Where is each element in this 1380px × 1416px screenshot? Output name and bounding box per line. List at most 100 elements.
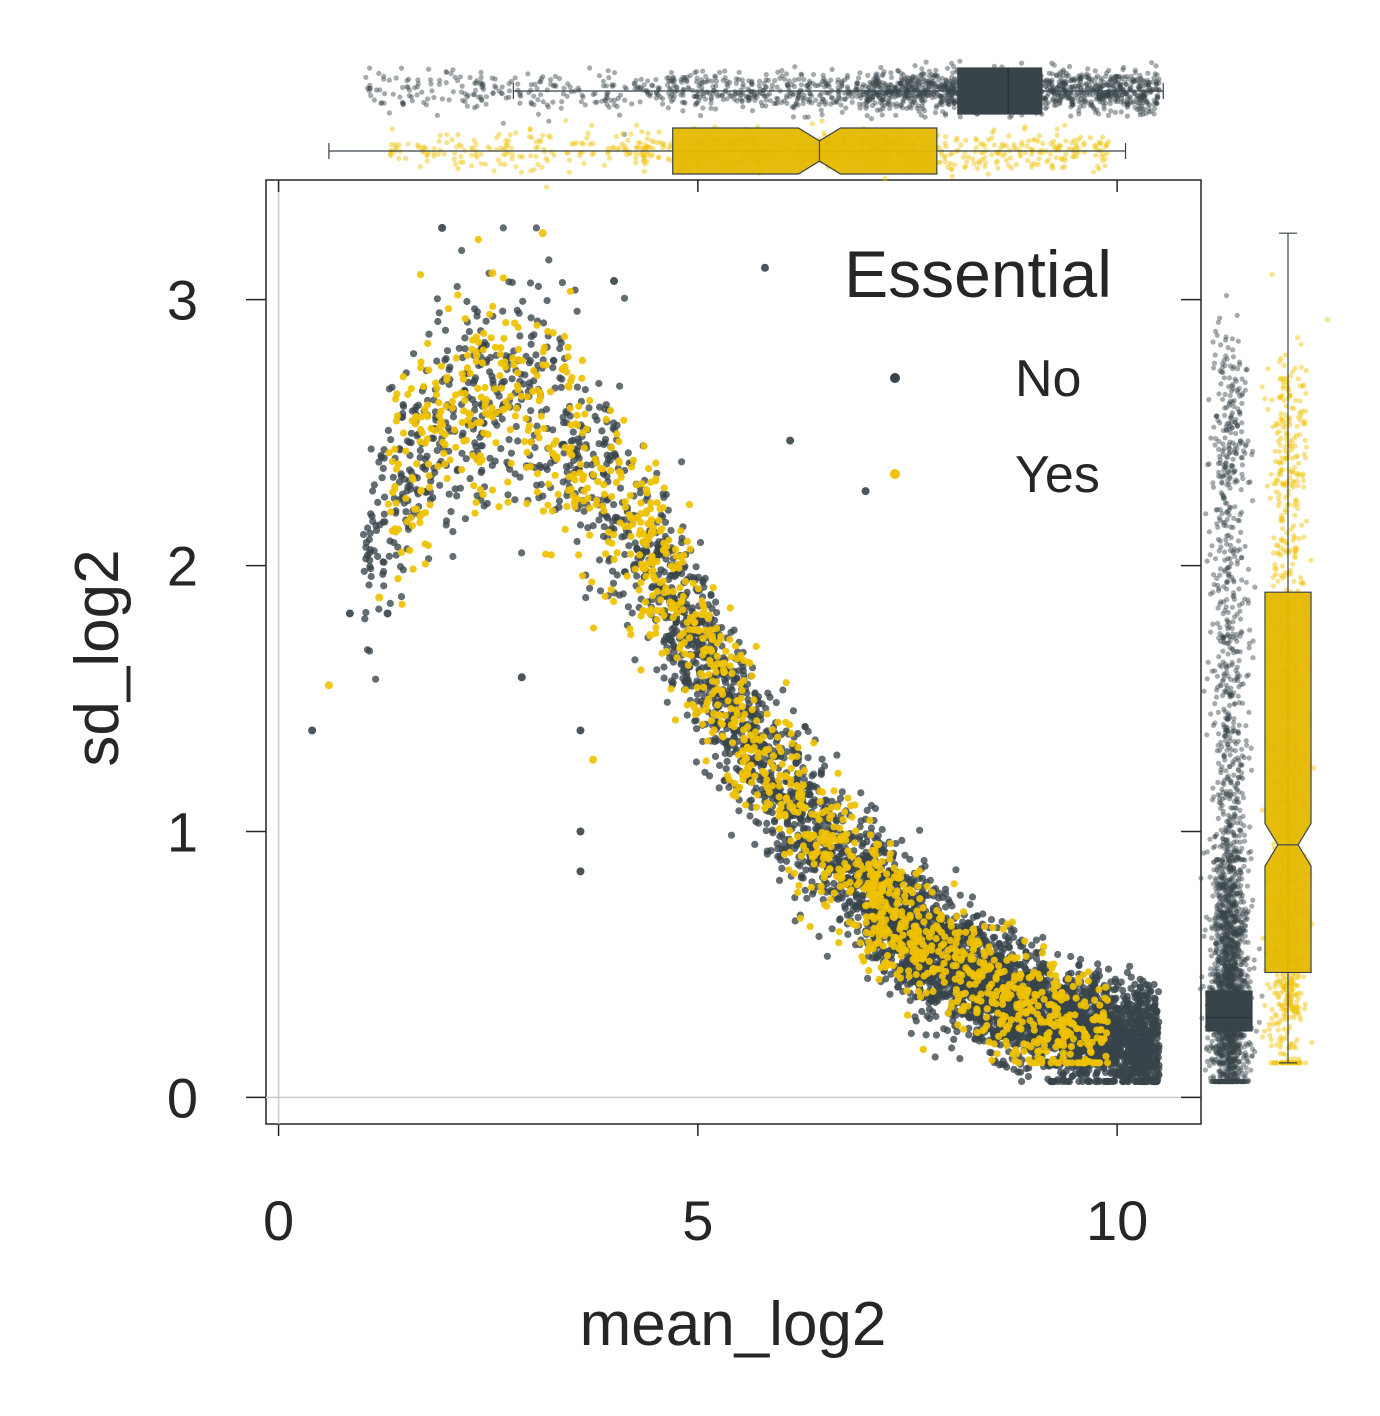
point-no xyxy=(926,980,934,988)
point-no xyxy=(557,383,565,391)
point-no xyxy=(402,508,410,516)
point-no xyxy=(1123,968,1131,977)
point-no xyxy=(453,283,461,291)
point-no xyxy=(925,999,933,1007)
point-no xyxy=(792,842,801,850)
point-no xyxy=(766,732,775,740)
point-no xyxy=(633,544,641,553)
point-no xyxy=(721,676,729,684)
point-no xyxy=(692,563,700,571)
point-no xyxy=(549,426,557,434)
point-no xyxy=(818,755,826,763)
point-no xyxy=(466,475,474,483)
point-no xyxy=(948,1044,956,1052)
point-no xyxy=(449,528,457,536)
point-no xyxy=(660,674,668,682)
point-no xyxy=(882,975,890,983)
point-no xyxy=(360,567,368,575)
point-no xyxy=(854,913,862,922)
point-no xyxy=(366,529,374,537)
point-no xyxy=(616,484,625,492)
point-no xyxy=(370,547,378,555)
point-no xyxy=(1133,1059,1141,1067)
point-no xyxy=(616,382,624,390)
point-no xyxy=(721,749,729,758)
point-no xyxy=(935,889,943,897)
point-no xyxy=(514,437,522,445)
point-no xyxy=(628,609,636,617)
point-no xyxy=(1125,1023,1133,1031)
point-no xyxy=(950,1035,958,1043)
point-no xyxy=(715,784,723,792)
point-no xyxy=(441,356,449,364)
point-no xyxy=(922,1031,930,1039)
point-no xyxy=(636,489,644,497)
point-no xyxy=(844,930,852,939)
point-no xyxy=(1005,944,1014,952)
point-no xyxy=(537,480,545,489)
point-no xyxy=(808,878,816,886)
point-no xyxy=(1147,1011,1155,1020)
point-no xyxy=(1010,1065,1018,1073)
point-no xyxy=(1127,984,1135,993)
point-no xyxy=(918,874,927,883)
point-no xyxy=(1154,988,1163,996)
point-no xyxy=(1124,1077,1132,1085)
point-no xyxy=(766,693,774,701)
point-no xyxy=(410,350,418,358)
point-no xyxy=(434,317,442,326)
point-no xyxy=(691,717,699,725)
point-no xyxy=(530,331,538,339)
point-no xyxy=(754,819,763,827)
point-no xyxy=(370,481,378,489)
point-no xyxy=(772,699,780,707)
point-no xyxy=(555,497,564,505)
point-no xyxy=(805,788,813,796)
point-no xyxy=(569,436,577,444)
point-no xyxy=(495,392,503,400)
point-no xyxy=(692,758,701,766)
point-no xyxy=(956,891,964,899)
point-no xyxy=(1024,1072,1032,1081)
point-no xyxy=(713,609,721,617)
point-no xyxy=(1004,934,1012,942)
point-no xyxy=(610,501,618,509)
point-no xyxy=(670,629,678,638)
point-no xyxy=(1059,1071,1067,1079)
point-no xyxy=(364,524,372,532)
point-no xyxy=(582,594,590,602)
point-no xyxy=(779,842,787,850)
point-no xyxy=(1054,950,1062,959)
point-no xyxy=(747,796,756,804)
point-no xyxy=(625,542,633,550)
point-no xyxy=(1132,991,1140,999)
point-no xyxy=(1079,1077,1087,1086)
point-no xyxy=(445,366,453,374)
point-no xyxy=(653,666,661,674)
point-no xyxy=(1094,960,1102,968)
point-no xyxy=(932,1012,940,1021)
point-no xyxy=(768,809,776,817)
point-no xyxy=(660,636,669,644)
point-no xyxy=(1058,1077,1066,1086)
point-no xyxy=(906,997,914,1005)
point-no xyxy=(868,954,877,962)
point-no xyxy=(624,449,632,457)
point-no xyxy=(921,862,929,870)
point-no xyxy=(804,754,812,762)
point-no xyxy=(482,317,490,325)
point-no xyxy=(549,364,557,372)
point-no xyxy=(853,927,861,936)
point-no xyxy=(723,757,731,766)
point-no xyxy=(707,590,715,599)
point-no xyxy=(838,788,846,796)
point-no xyxy=(1011,1032,1019,1040)
point-no xyxy=(386,599,394,608)
point-no xyxy=(465,328,473,336)
point-no xyxy=(1129,1071,1137,1079)
point-no xyxy=(423,452,431,460)
point-no xyxy=(1028,941,1036,949)
point-no xyxy=(441,326,450,334)
point-no xyxy=(425,330,433,338)
point-no xyxy=(784,819,792,828)
